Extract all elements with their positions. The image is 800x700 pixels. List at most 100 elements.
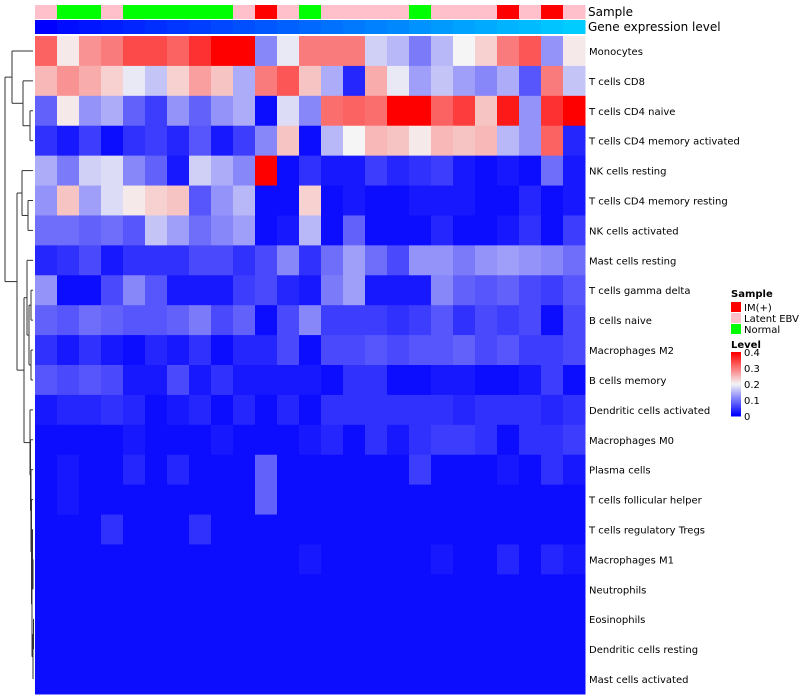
heatmap-cell xyxy=(563,454,586,486)
heatmap-cell xyxy=(123,65,146,97)
heatmap-cell xyxy=(277,664,300,695)
heatmap-cell xyxy=(475,185,498,216)
heatmap-cell xyxy=(255,125,278,157)
heatmap-cell xyxy=(497,305,520,336)
heatmap-cell xyxy=(431,305,454,336)
heatmap-cell xyxy=(299,185,322,216)
heatmap-cell xyxy=(541,245,564,276)
heatmap-cell xyxy=(123,185,146,216)
heatmap-cell xyxy=(453,604,476,635)
sample-annotation-bar xyxy=(35,5,586,19)
heatmap-cell xyxy=(57,275,80,306)
row-label: Eosinophils xyxy=(589,615,645,626)
legend-gradient-step xyxy=(731,370,741,373)
level-annotation-cell xyxy=(519,20,542,34)
heatmap-cell xyxy=(299,514,322,545)
sample-annotation-cell xyxy=(101,5,124,19)
row-label: Macrophages M0 xyxy=(589,436,674,447)
heatmap-cell xyxy=(189,484,212,516)
heatmap-cell xyxy=(145,36,168,67)
heatmap-cell xyxy=(453,484,476,516)
sample-annotation-cell xyxy=(255,5,278,19)
heatmap-cell xyxy=(101,335,124,366)
heatmap-cell xyxy=(431,155,454,187)
heatmap-cell xyxy=(431,514,454,545)
heatmap-cell xyxy=(453,365,476,396)
heatmap-cell xyxy=(365,155,388,187)
heatmap-cell xyxy=(365,424,388,456)
heatmap-cell xyxy=(321,215,344,246)
heatmap-cell xyxy=(57,185,80,216)
heatmap-cell xyxy=(277,245,300,276)
heatmap-cell xyxy=(453,305,476,336)
heatmap-cell xyxy=(519,95,542,127)
heatmap-cell xyxy=(321,574,344,605)
heatmap-cell xyxy=(255,484,278,516)
heatmap-cell xyxy=(299,36,322,67)
heatmap-cell xyxy=(167,155,190,187)
heatmap-cell xyxy=(497,454,520,486)
heatmap-cell xyxy=(35,65,58,97)
heatmap-cell xyxy=(189,664,212,695)
heatmap-cell xyxy=(321,424,344,456)
heatmap-cell xyxy=(409,335,432,366)
heatmap-cell xyxy=(519,634,542,665)
heatmap-cell xyxy=(145,125,168,157)
heatmap-cell xyxy=(321,335,344,366)
heatmap-cell xyxy=(519,664,542,695)
heatmap-cell xyxy=(409,424,432,456)
heatmap-cell xyxy=(233,394,256,426)
heatmap-cell xyxy=(35,514,58,545)
heatmap-cell xyxy=(519,155,542,187)
heatmap-cell xyxy=(233,574,256,605)
heatmap-cell xyxy=(299,215,322,246)
heatmap-cell xyxy=(563,604,586,635)
heatmap-cell xyxy=(453,275,476,306)
heatmap-cell xyxy=(35,95,58,127)
heatmap-cell xyxy=(167,125,190,157)
heatmap-cell xyxy=(497,185,520,216)
heatmap-cell xyxy=(277,365,300,396)
sample-annotation-cell xyxy=(409,5,432,19)
heatmap-cell xyxy=(519,245,542,276)
heatmap-cell xyxy=(431,394,454,426)
heatmap-cell xyxy=(145,155,168,187)
sample-annotation-cell xyxy=(57,5,80,19)
heatmap-cell xyxy=(277,155,300,187)
heatmap-cell xyxy=(563,275,586,306)
heatmap-cell xyxy=(299,305,322,336)
legend-gradient-step xyxy=(731,394,741,397)
heatmap-cell xyxy=(365,335,388,366)
heatmap-cell xyxy=(497,424,520,456)
heatmap-cell xyxy=(57,574,80,605)
heatmap-cell xyxy=(321,95,344,127)
heatmap-cell xyxy=(123,95,146,127)
heatmap-cell xyxy=(79,514,102,545)
heatmap-cell xyxy=(277,514,300,545)
heatmap-cell xyxy=(519,65,542,97)
heatmap-cell xyxy=(497,484,520,516)
sample-annotation-cell xyxy=(299,5,322,19)
heatmap-cell xyxy=(453,95,476,127)
legend-gradient-step xyxy=(731,360,741,363)
heatmap-cell xyxy=(343,275,366,306)
level-annotation-cell xyxy=(299,20,322,34)
heatmap-cell xyxy=(211,514,234,545)
heatmap-cell xyxy=(475,245,498,276)
heatmap-cell xyxy=(189,514,212,545)
legend-gradient-step xyxy=(731,398,741,401)
heatmap-cell xyxy=(167,335,190,366)
heatmap-cell xyxy=(35,394,58,426)
level-annotation-cell xyxy=(475,20,498,34)
heatmap-cell xyxy=(343,36,366,67)
heatmap-cell xyxy=(409,245,432,276)
heatmap-cell xyxy=(409,185,432,216)
heatmap-cell xyxy=(79,604,102,635)
heatmap-cell xyxy=(189,634,212,665)
legend-gradient-step xyxy=(731,366,741,369)
heatmap-cell xyxy=(233,335,256,366)
heatmap-cell xyxy=(519,36,542,67)
heatmap-cell xyxy=(409,664,432,695)
heatmap-cell xyxy=(145,245,168,276)
